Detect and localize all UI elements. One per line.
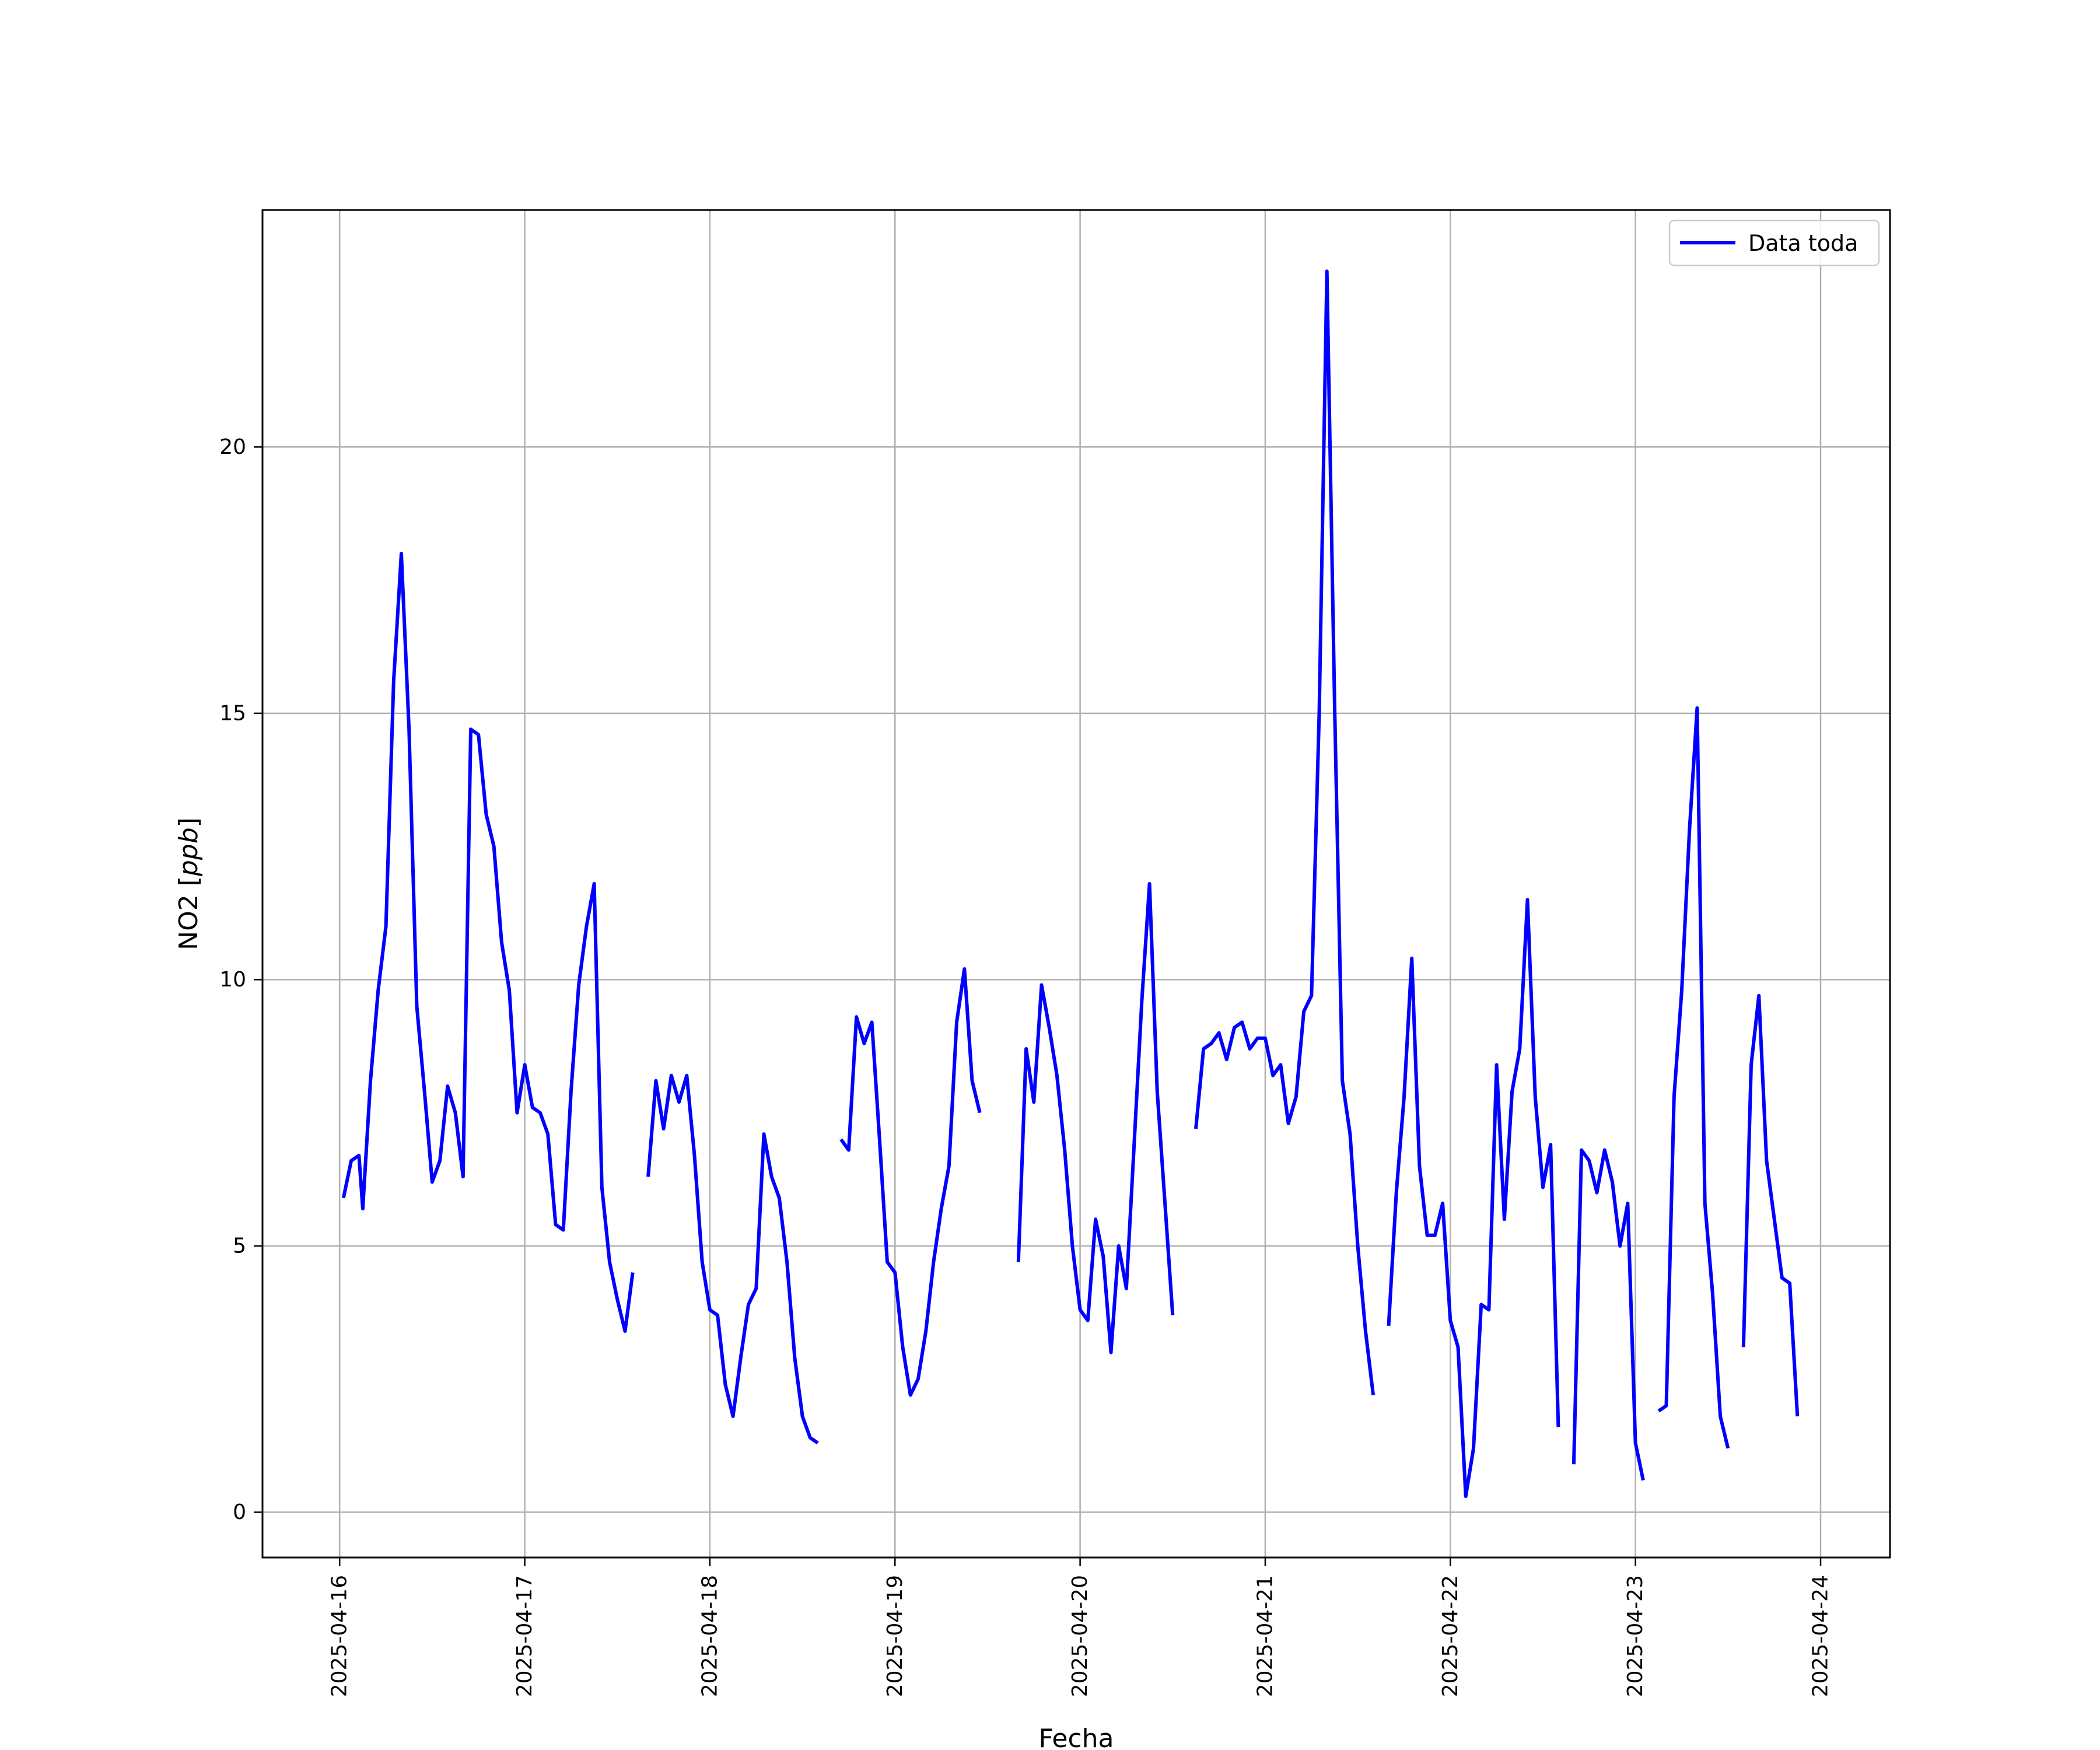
plot-frame [261, 209, 1891, 1559]
y-tick-label: 0 [233, 1500, 246, 1524]
series-line-segment [1657, 706, 1730, 1449]
series-layer [341, 270, 1800, 1498]
series-line-segment [1387, 898, 1560, 1498]
x-tick-label: 2025-04-17 [513, 1575, 537, 1697]
series-line-segment [1572, 1148, 1645, 1481]
y-axis-title-unit: ppb [174, 827, 204, 877]
y-tick-label: 5 [233, 1234, 246, 1258]
tick-labels: 2025-04-16 2025-04-17 2025-04-18 2025-04-19… [219, 435, 1832, 1697]
series-line-segment [839, 967, 982, 1397]
legend-box [1668, 219, 1880, 267]
x-tick-label: 2025-04-21 [1253, 1575, 1277, 1697]
x-tick-label: 2025-04-19 [883, 1575, 907, 1697]
y-tick-label: 20 [219, 435, 246, 459]
x-tick-label: 2025-04-22 [1438, 1575, 1462, 1697]
y-axis-title-main: NO2 [ [174, 876, 204, 950]
ticks [254, 446, 1822, 1566]
y-tick-label: 10 [219, 968, 246, 992]
y-axis-title-close: ] [174, 817, 204, 827]
series-line-segment [341, 551, 635, 1333]
series-line-segment [1016, 882, 1175, 1354]
y-axis-title: NO2 [ppb] [174, 817, 204, 950]
legend: Data toda [1668, 219, 1880, 267]
series-line-segment [646, 1073, 819, 1445]
plot-area [262, 210, 1890, 1558]
series-data-toda [341, 270, 1800, 1498]
x-tick-label: 2025-04-20 [1068, 1575, 1092, 1697]
x-tick-label: 2025-04-16 [328, 1575, 352, 1697]
y-tick-label: 15 [219, 701, 246, 725]
series-line-segment [1741, 993, 1800, 1417]
x-axis-title: Fecha [1038, 1724, 1114, 1750]
x-tick-label: 2025-04-23 [1623, 1575, 1647, 1697]
legend-label: Data toda [1748, 230, 1858, 256]
x-tick-label: 2025-04-24 [1808, 1575, 1832, 1697]
series-line-segment [1194, 270, 1376, 1395]
x-tick-label: 2025-04-18 [698, 1575, 722, 1697]
